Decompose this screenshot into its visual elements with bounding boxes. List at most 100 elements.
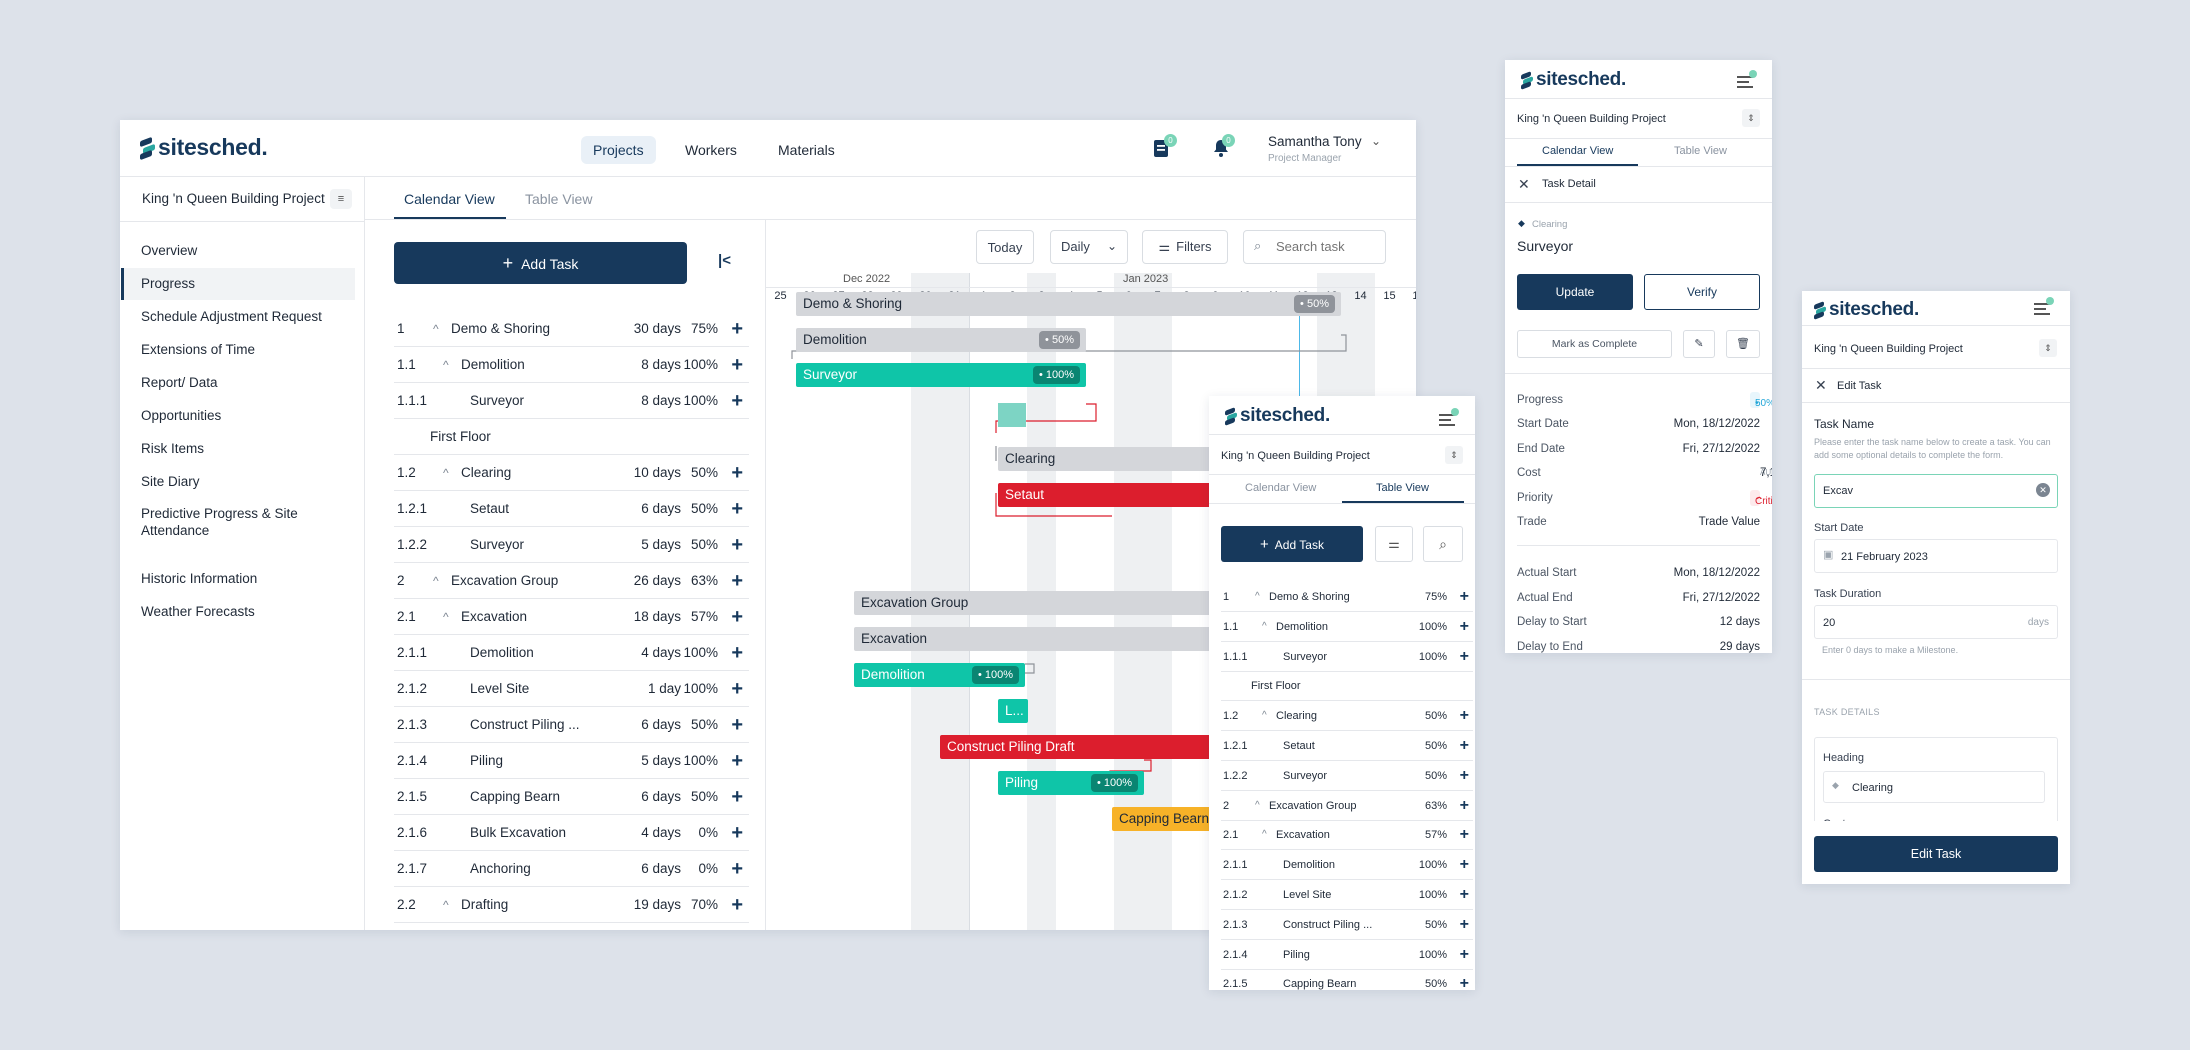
- add-subtask-icon[interactable]: +: [731, 714, 743, 736]
- add-subtask-icon[interactable]: +: [731, 318, 743, 340]
- collapse-list-icon[interactable]: |<: [718, 252, 731, 269]
- gantt-bar[interactable]: Surveyor • 100%: [796, 363, 1086, 387]
- filters-button[interactable]: ⚌ Filters: [1142, 230, 1228, 264]
- duration-field[interactable]: 20 days: [1814, 605, 2058, 639]
- add-subtask-icon[interactable]: +: [731, 390, 743, 412]
- menu-icon[interactable]: [1439, 408, 1459, 426]
- mobile-logo[interactable]: sitesched.: [1521, 69, 1626, 91]
- add-subtask-icon[interactable]: +: [731, 786, 743, 808]
- project-selector[interactable]: King 'n Queen Building Project: [142, 191, 325, 206]
- table-row[interactable]: 2.1.7 Anchoring 6 days 0% +: [394, 851, 749, 887]
- table-row[interactable]: 2.1.6 Bulk Excavation 4 days 0% +: [394, 815, 749, 851]
- add-subtask-icon[interactable]: +: [1459, 826, 1469, 844]
- sidebar-item[interactable]: Opportunities: [141, 408, 222, 423]
- chevron-up-icon[interactable]: ^: [1255, 799, 1260, 811]
- table-row[interactable]: 1.1.1 Surveyor 100% +: [1221, 642, 1473, 672]
- add-subtask-icon[interactable]: +: [1459, 796, 1469, 814]
- filter-icon[interactable]: ⚌: [1375, 526, 1413, 562]
- table-row[interactable]: 2.1.5 Capping Bearn 50% +: [1221, 969, 1473, 990]
- search-icon[interactable]: ⌕: [1423, 526, 1463, 562]
- sidebar-item[interactable]: Extensions of Time: [141, 342, 256, 357]
- add-subtask-icon[interactable]: +: [731, 498, 743, 520]
- table-row[interactable]: 2.1.1 Demolition 4 days 100% +: [394, 635, 749, 671]
- table-row[interactable]: 1.2.1 Setaut 6 days 50% +: [394, 491, 749, 527]
- sort-icon[interactable]: ⇕: [1742, 109, 1760, 127]
- add-task-button[interactable]: + Add Task: [394, 242, 687, 284]
- user-menu-chevron-icon[interactable]: ⌄: [1371, 134, 1382, 148]
- sidebar-item[interactable]: Predictive Progress & Site Attendance: [141, 506, 298, 538]
- sidebar-item[interactable]: Report/ Data: [141, 375, 218, 390]
- add-subtask-icon[interactable]: +: [1459, 915, 1469, 933]
- close-icon[interactable]: ✕: [1815, 377, 1827, 393]
- sort-icon[interactable]: ⇕: [2039, 339, 2057, 357]
- gantt-bar[interactable]: Demolition • 50%: [796, 328, 1086, 352]
- collapse-sidebar-icon[interactable]: ≡: [330, 189, 352, 209]
- table-row[interactable]: 1 ^ Demo & Shoring 75% +: [1221, 582, 1473, 612]
- add-subtask-icon[interactable]: +: [1459, 617, 1469, 635]
- edit-task-button[interactable]: Edit Task: [1814, 836, 2058, 872]
- verify-button[interactable]: Verify: [1644, 274, 1760, 310]
- search-input[interactable]: [1276, 239, 1376, 254]
- tab-table-view[interactable]: Table View: [1376, 482, 1429, 494]
- heading-select[interactable]: ◆ Clearing: [1823, 771, 2045, 803]
- chevron-up-icon[interactable]: ^: [1255, 591, 1260, 602]
- table-row[interactable]: 2.1 ^ Excavation 57% +: [1221, 820, 1473, 851]
- table-row[interactable]: 2.1.5 Capping Bearn 6 days 50% +: [394, 779, 749, 815]
- table-row[interactable]: 1 ^ Demo & Shoring 30 days 75% +: [394, 311, 749, 347]
- gantt-bar[interactable]: L...: [998, 699, 1028, 723]
- mark-complete-button[interactable]: Mark as Complete: [1517, 330, 1672, 358]
- search-box[interactable]: ⌕: [1243, 230, 1386, 264]
- nav-materials[interactable]: Materials: [778, 142, 835, 158]
- menu-icon[interactable]: [1737, 70, 1757, 88]
- table-row[interactable]: 2.2 ^ Drafting 19 days 70% +: [394, 887, 749, 923]
- update-button[interactable]: Update: [1517, 274, 1633, 310]
- chevron-up-icon[interactable]: ^: [1262, 710, 1267, 722]
- add-subtask-icon[interactable]: +: [1459, 886, 1469, 903]
- chevron-up-icon[interactable]: ^: [443, 898, 449, 912]
- table-row[interactable]: First Floor: [1221, 671, 1473, 702]
- table-row[interactable]: 2.1.2 Level Site 1 day 100% +: [394, 671, 749, 707]
- add-subtask-icon[interactable]: +: [731, 462, 743, 484]
- table-row[interactable]: 1.2.1 Setaut 50% +: [1221, 731, 1473, 761]
- table-row[interactable]: 2.1.1 Demolition 100% +: [1221, 850, 1473, 881]
- add-subtask-icon[interactable]: +: [1459, 707, 1469, 725]
- chevron-up-icon[interactable]: ^: [1262, 829, 1267, 841]
- brand-logo[interactable]: sitesched.: [140, 134, 268, 161]
- sidebar-item[interactable]: Schedule Adjustment Request: [141, 309, 322, 324]
- table-row[interactable]: 1.2 ^ Clearing 50% +: [1221, 701, 1473, 732]
- gantt-bar[interactable]: Demolition • 100%: [854, 663, 1025, 687]
- project-selector[interactable]: King 'n Queen Building Project: [1814, 343, 1963, 355]
- add-subtask-icon[interactable]: +: [731, 354, 743, 376]
- chevron-up-icon[interactable]: ^: [433, 574, 439, 588]
- table-row[interactable]: 1.1.1 Surveyor 8 days 100% +: [394, 383, 749, 419]
- clear-icon[interactable]: ✕: [2036, 483, 2050, 497]
- sidebar-item[interactable]: Progress: [121, 268, 355, 300]
- add-subtask-icon[interactable]: +: [731, 606, 743, 628]
- add-subtask-icon[interactable]: +: [731, 678, 743, 700]
- sidebar-item[interactable]: Overview: [141, 243, 198, 258]
- add-subtask-icon[interactable]: +: [1459, 647, 1469, 665]
- project-selector[interactable]: King 'n Queen Building Project: [1221, 450, 1370, 462]
- chevron-up-icon[interactable]: ^: [433, 322, 439, 336]
- sidebar-item[interactable]: Risk Items: [141, 441, 205, 456]
- milestone-marker[interactable]: [998, 403, 1026, 427]
- view-mode-select[interactable]: Daily ⌄: [1050, 230, 1128, 264]
- add-task-button[interactable]: + Add Task: [1221, 526, 1363, 562]
- gantt-bar[interactable]: Piling • 100%: [998, 771, 1144, 795]
- sidebar-item[interactable]: Site Diary: [141, 474, 200, 489]
- chevron-up-icon[interactable]: ^: [443, 466, 449, 480]
- edit-icon[interactable]: ✎: [1683, 330, 1715, 358]
- user-name[interactable]: Samantha Tony: [1268, 134, 1362, 149]
- chevron-up-icon[interactable]: ^: [443, 358, 449, 372]
- tab-calendar-view[interactable]: Calendar View: [1245, 482, 1317, 494]
- today-button[interactable]: Today: [976, 230, 1034, 264]
- table-row[interactable]: 1.1 ^ Demolition 8 days 100% +: [394, 347, 749, 383]
- table-row[interactable]: First Floor: [394, 419, 749, 455]
- tab-table-view[interactable]: Table View: [1674, 145, 1727, 157]
- add-subtask-icon[interactable]: +: [731, 894, 743, 916]
- delete-icon[interactable]: 🗑: [1726, 330, 1760, 358]
- add-subtask-icon[interactable]: +: [1459, 856, 1469, 874]
- table-row[interactable]: 2.1 ^ Excavation 18 days 57% +: [394, 599, 749, 635]
- add-subtask-icon[interactable]: +: [1459, 588, 1469, 605]
- table-row[interactable]: 1.2.2 Surveyor 5 days 50% +: [394, 527, 749, 563]
